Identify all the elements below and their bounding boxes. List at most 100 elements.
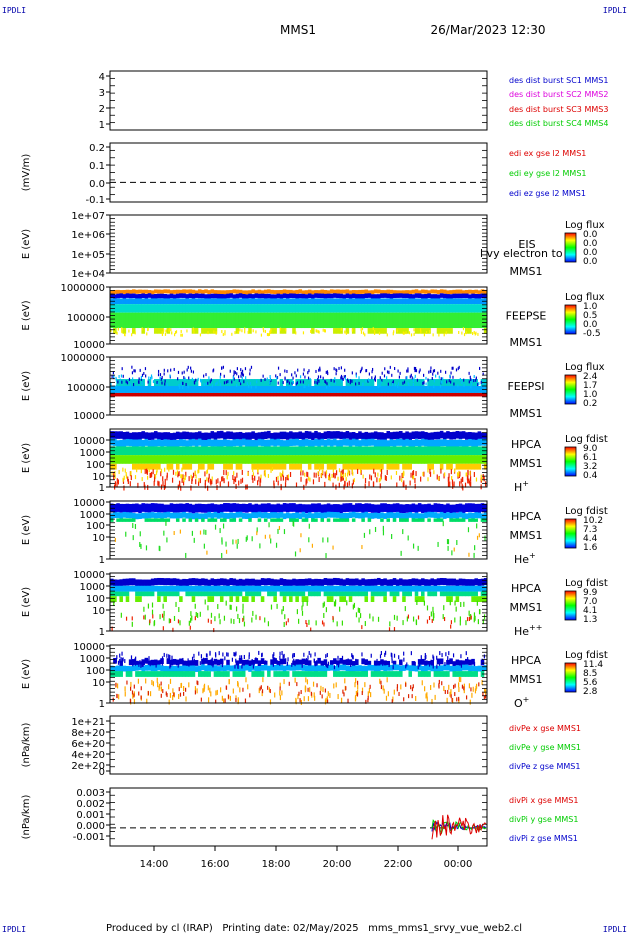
heatmap-speck [148,656,150,661]
heatmap-cell [125,289,130,294]
heatmap-speck [214,524,217,530]
heatmap-speck [368,481,370,487]
heatmap-cell [452,293,456,299]
heatmap-cell [430,455,434,464]
heatmap-speck [395,470,398,475]
colorbar [564,446,577,477]
heatmap-speck [144,367,147,371]
heatmap-speck [113,330,116,334]
heatmap-speck [349,379,352,383]
heatmap-cell [458,518,463,522]
heatmap-cell [289,518,293,522]
heatmap-speck [115,376,117,380]
heatmap-cell [439,430,444,439]
heatmap-cell [329,455,334,464]
heatmap-cell [471,392,475,397]
heatmap-speck [348,470,350,475]
heatmap-cell [185,503,189,512]
heatmap-cell [477,304,482,313]
y-tick-label: 1000 [80,448,105,459]
heatmap-speck [450,624,452,629]
heatmap-speck [432,664,434,669]
heatmap-cell [207,304,211,313]
heatmap-speck [314,652,316,657]
heatmap-cell [128,659,133,666]
heatmap-cell [443,298,447,305]
heatmap-cell [141,659,145,666]
heatmap-speck [431,376,433,380]
heatmap-cell [185,431,189,440]
heatmap-speck [227,694,230,699]
heatmap-speck [121,327,123,331]
heatmap-cell [458,455,463,464]
heatmap-cell [138,585,142,592]
heatmap-cell [377,432,381,440]
heatmap-cell [314,430,318,439]
heatmap-speck [381,378,383,382]
heatmap-cell [292,432,296,440]
heatmap-cell [399,438,403,446]
heatmap-cell [263,578,268,586]
heatmap-cell [455,665,460,672]
heatmap-cell [207,596,211,602]
heatmap-speck [428,616,431,621]
heatmap-speck [352,479,354,485]
heatmap-speck [399,475,401,481]
heatmap-speck [163,368,165,372]
heatmap-speck [312,681,315,687]
heatmap-cell [229,596,233,602]
heatmap-speck [430,370,432,374]
heatmap-cell [452,661,456,667]
heatmap-speck [425,693,427,699]
heatmap-cell [263,463,268,470]
heatmap-speck [219,619,221,625]
heatmap-speck [150,374,153,378]
heatmap-cell [279,431,284,440]
heatmap-speck [239,382,242,386]
heatmap-cell [226,671,230,677]
heatmap-cell [163,578,167,586]
heatmap-speck [169,618,172,623]
heatmap-speck [427,468,429,473]
heatmap-speck [207,331,209,335]
heatmap-cell [430,439,434,447]
heatmap-speck [183,376,185,380]
heatmap-cell [355,386,359,393]
heatmap-cell [245,392,249,397]
heatmap-cell [267,446,271,456]
heatmap-speck [344,480,346,486]
heatmap-speck [423,600,425,606]
heatmap-cell [135,596,139,602]
heatmap-cell [468,312,472,329]
heatmap-speck [259,481,261,487]
heatmap-cell [311,518,315,522]
heatmap-speck [111,471,113,476]
heatmap-speck [204,471,206,477]
heatmap-cell [153,578,158,586]
heatmap-speck [469,699,471,705]
heatmap-cell [351,392,356,397]
heatmap-speck [300,468,302,473]
heatmap-cell [301,439,306,447]
heatmap-speck [452,375,454,379]
heatmap-speck [412,470,415,476]
heatmap-cell [436,513,441,520]
heatmap-cell [471,665,475,672]
heatmap-cell [433,665,438,672]
species-label: O+ [514,695,529,710]
heatmap-speck [453,468,456,473]
heatmap-speck [320,375,322,379]
heatmap-speck [373,468,375,474]
heatmap-cell [329,585,334,592]
heatmap-speck [183,478,185,483]
heatmap-cell [320,379,325,386]
heatmap-cell [147,379,152,386]
heatmap-cell [408,591,412,597]
heatmap-cell [307,591,312,597]
heatmap-speck [427,477,429,482]
heatmap-speck [203,383,205,387]
heatmap-speck [113,474,115,480]
heatmap-cell [465,328,469,334]
heatmap-cell [323,512,328,519]
heatmap-cell [408,455,412,464]
